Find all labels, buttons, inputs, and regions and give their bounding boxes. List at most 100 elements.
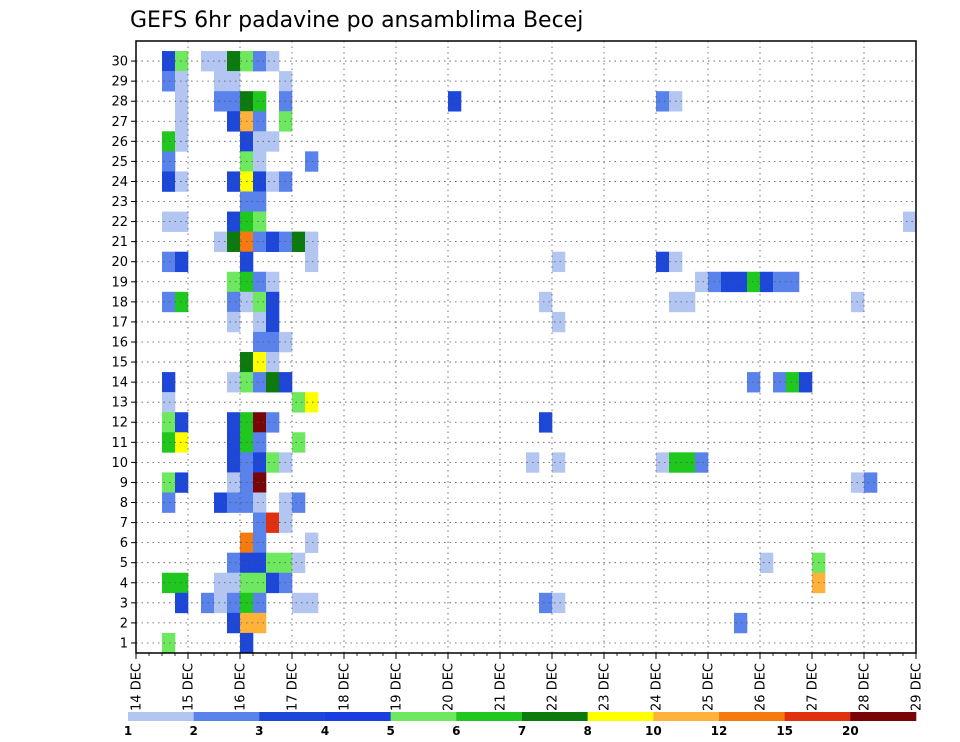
heatmap-cell [175,71,189,92]
y-tick-label: 25 [111,155,128,170]
y-tick-label: 2 [120,616,128,631]
heatmap-cell [760,271,774,293]
y-tick-label: 18 [111,295,128,310]
heatmap-cell [253,91,267,112]
heatmap-cell [162,171,176,192]
y-tick-label: 23 [111,195,128,210]
heatmap-cell [253,512,267,533]
heatmap-cell [305,251,319,273]
y-tick-label: 15 [111,356,128,371]
heatmap-cell [227,552,241,574]
heatmap-cell [539,412,553,433]
heatmap-cell [253,592,267,614]
y-tick-label: 20 [111,255,128,270]
x-tick-label: 22 DEC [546,663,561,711]
heatmap-cell [214,51,228,72]
heatmap-cell [253,311,267,333]
heatmap-cell [175,131,189,152]
colorbar-swatch [587,712,654,721]
heatmap-cell [227,592,241,614]
heatmap-cell [227,271,241,293]
plot-grid [136,41,916,653]
x-tick-label: 24 DEC [650,663,665,711]
heatmap-cell [253,271,267,293]
heatmap-cell [162,251,176,273]
heatmap-cell [175,51,189,72]
colorbar-swatch [653,712,720,721]
heatmap-cell [253,452,267,473]
heatmap-cell [305,532,319,553]
colorbar-swatch [522,712,588,721]
heatmap-cell [253,51,267,72]
heatmap-cell [227,372,241,393]
y-tick-label: 3 [120,596,128,611]
heatmap-cell [539,592,553,614]
y-tick-label: 16 [111,335,128,350]
x-tick-label: 20 DEC [442,663,457,711]
heatmap-cell [721,271,735,293]
heatmap-cell [227,211,241,232]
x-tick-label: 16 DEC [234,663,249,711]
colorbar-swatch [784,712,851,721]
heatmap-cell [552,311,566,333]
heatmap-cell [227,231,241,252]
heatmap-cell [266,512,280,533]
x-tick-label: 19 DEC [390,663,405,711]
heatmap-cell [292,552,306,574]
heatmap-cell [227,472,241,493]
heatmap-cell [266,291,280,313]
heatmap-cell [266,372,280,393]
heatmap-cell [695,271,709,293]
heatmap-cell [760,552,774,574]
heatmap-cell [227,291,241,313]
y-tick-label: 9 [120,476,128,491]
heatmap-cell [253,412,267,433]
heatmap-cell [266,311,280,333]
heatmap-cell [266,171,280,192]
heatmap-cell [305,231,319,252]
heatmap-cell [292,432,306,453]
heatmap-cell [253,151,267,172]
heatmap-cell [734,612,748,634]
colorbar-swatch [325,712,391,721]
heatmap-cell [162,372,176,393]
heatmap-cell [266,271,280,293]
heatmap-cell [786,372,800,393]
heatmap-cell [175,91,189,112]
y-axis-ticks: 1234567891011121314151617181920212223242… [111,55,136,651]
colorbar-label: 4 [321,724,329,738]
heatmap-cell [266,352,280,373]
colorbar-label: 12 [711,724,728,738]
heatmap-cell [227,492,241,513]
heatmap-cell [175,171,189,192]
y-tick-label: 1 [120,636,128,651]
colorbar-swatch [259,712,326,721]
colorbar-swatch [719,712,785,721]
colorbar-swatch [193,712,260,721]
heatmap-cell [747,271,761,293]
heatmap-cell [175,592,189,614]
heatmap-cell [552,452,566,473]
y-tick-label: 12 [111,416,128,431]
heatmap-cell [162,572,176,594]
heatmap-cell [253,432,267,453]
heatmap-cell [266,452,280,473]
heatmap-cell [266,412,280,433]
heatmap-cell [175,211,189,232]
heatmap-cell [253,231,267,252]
colorbar-swatch [456,712,523,721]
heatmap-cell [305,151,319,172]
heatmap-cell [656,452,670,473]
heatmap-cell [253,472,267,493]
x-tick-label: 21 DEC [494,663,509,711]
heatmap-cell [292,231,306,252]
y-tick-label: 4 [120,576,128,591]
colorbar-swatch [128,712,194,721]
heatmap-cell [305,592,319,614]
colorbar-label: 6 [452,724,460,738]
heatmap-cell [214,572,228,594]
heatmap-cell [162,472,176,493]
y-tick-label: 14 [111,376,128,391]
colorbar-label: 1 [124,724,132,738]
y-tick-label: 30 [111,55,128,70]
